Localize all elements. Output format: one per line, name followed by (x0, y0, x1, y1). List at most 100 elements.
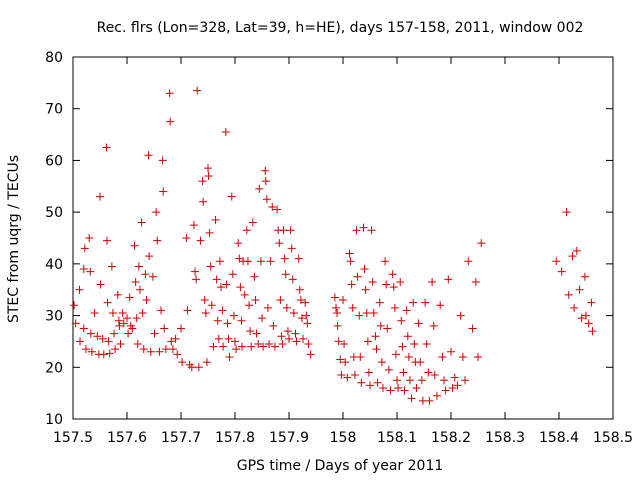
data-point (371, 332, 380, 341)
data-point (471, 277, 480, 286)
data-point (108, 308, 117, 317)
data-point (456, 311, 465, 320)
data-point (453, 381, 462, 390)
data-point (405, 376, 414, 385)
data-point (245, 301, 254, 310)
data-point (211, 215, 220, 224)
data-point (119, 319, 128, 328)
x-tick-label: 157.8 (215, 430, 255, 446)
data-point (113, 290, 122, 299)
data-point (159, 187, 168, 196)
data-point (587, 298, 596, 307)
data-point (299, 334, 308, 343)
data-point (289, 308, 298, 317)
data-point (414, 319, 423, 328)
data-point (360, 265, 369, 274)
data-point (133, 340, 142, 349)
data-point (240, 290, 249, 299)
data-point (130, 241, 139, 250)
data-point (86, 267, 95, 276)
data-point (98, 334, 107, 343)
data-point (386, 386, 395, 395)
data-point (213, 316, 222, 325)
data-point (93, 332, 102, 341)
data-point (115, 321, 124, 330)
x-tick-label: 157.6 (107, 430, 147, 446)
x-tick-label: 158.1 (377, 430, 417, 446)
data-point (212, 275, 221, 284)
data-point (96, 280, 105, 289)
data-point (171, 334, 180, 343)
data-point (303, 319, 312, 328)
data-point (199, 197, 208, 206)
data-point (252, 329, 261, 338)
data-point (148, 272, 157, 281)
data-point (111, 345, 120, 354)
data-point (350, 371, 359, 380)
data-point (131, 277, 140, 286)
data-point (403, 332, 412, 341)
data-point (104, 337, 113, 346)
data-point (247, 342, 256, 351)
x-tick-label: 157.5 (53, 430, 93, 446)
data-point (243, 257, 252, 266)
data-point (116, 340, 125, 349)
data-point (276, 296, 285, 305)
data-point (242, 226, 251, 235)
data-point (145, 252, 154, 261)
y-tick-label: 70 (45, 102, 63, 118)
data-point (448, 383, 457, 392)
data-point (436, 301, 445, 310)
data-point (198, 177, 207, 186)
data-point (142, 296, 151, 305)
data-point (193, 86, 202, 95)
data-point (337, 371, 346, 380)
data-points (70, 86, 597, 405)
data-point (178, 358, 187, 367)
data-point (167, 337, 176, 346)
data-point (477, 239, 486, 248)
data-point (90, 308, 99, 317)
data-point (552, 257, 561, 266)
data-point (404, 352, 413, 361)
x-tick-label: 158.2 (431, 430, 471, 446)
y-tick-label: 60 (45, 153, 63, 169)
data-point (409, 298, 418, 307)
data-point (110, 329, 119, 338)
data-point (397, 316, 406, 325)
data-point (359, 223, 368, 232)
data-point (425, 396, 434, 405)
data-point (438, 352, 447, 361)
data-point (96, 192, 104, 201)
data-point (229, 311, 238, 320)
data-point (334, 337, 343, 346)
data-point (294, 254, 303, 263)
data-point (341, 358, 350, 367)
data-point (79, 265, 88, 274)
data-point (447, 347, 455, 356)
data-point (333, 321, 342, 330)
data-point (114, 316, 123, 325)
data-point (196, 236, 205, 245)
data-point (118, 308, 127, 317)
data-point (146, 347, 155, 356)
y-tick-label: 20 (45, 360, 63, 376)
data-point (584, 319, 593, 328)
y-tick-label: 30 (45, 309, 63, 325)
data-point (347, 280, 356, 289)
data-point (183, 306, 192, 315)
data-point (222, 280, 231, 289)
data-point (103, 236, 112, 245)
data-point (301, 298, 310, 307)
x-tick-label: 158.3 (485, 430, 525, 446)
data-point (281, 270, 290, 279)
plot-axes: 157.5 157.6 157.7 157.8 157.9 158 158.1 158.2 15… (45, 50, 633, 446)
data-point (99, 350, 108, 359)
data-point (204, 164, 212, 173)
data-point (168, 345, 177, 354)
data-point (191, 267, 200, 276)
x-tick-label: 157.9 (269, 430, 309, 446)
data-point (87, 347, 96, 356)
data-point (372, 345, 381, 354)
